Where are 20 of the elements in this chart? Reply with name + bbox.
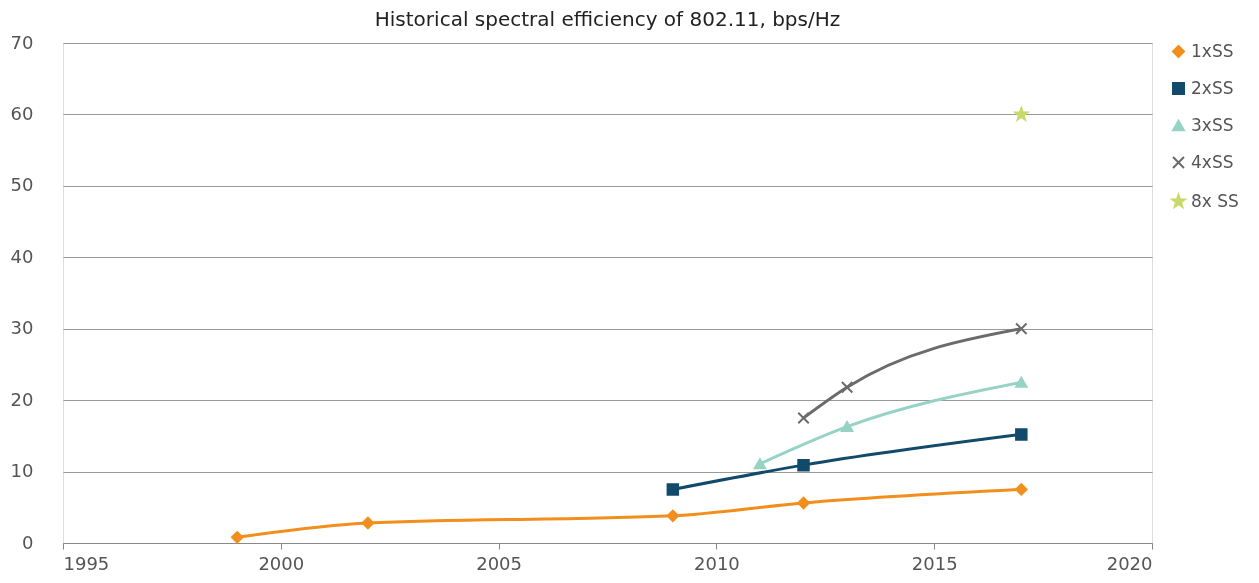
y-tick-label: 30 [10,317,34,339]
y-tick-label: 10 [10,460,34,482]
legend-label: 4xSS [1191,151,1234,172]
x-tick-label: 2005 [476,552,523,574]
x-tick-label: 1995 [63,552,110,574]
y-tick-label: 70 [10,31,34,53]
y-tick-label: 20 [10,388,34,410]
chart-title: Historical spectral efficiency of 802.11, bps/Hz [374,7,841,31]
x-tick-label: 2015 [911,552,958,574]
x-tick-label: 2000 [258,552,305,574]
x-tick-label: 2020 [1106,552,1153,574]
y-tick-label: 60 [10,102,34,124]
y-tick-label: 0 [22,531,34,553]
legend-label: 1xSS [1191,40,1234,61]
legend-label: 8x SS [1191,190,1239,211]
legend-label: 3xSS [1191,114,1234,135]
y-tick-label: 40 [10,245,34,267]
y-tick-label: 50 [10,174,34,196]
legend-label: 2xSS [1191,77,1234,98]
x-tick-label: 2010 [693,552,740,574]
